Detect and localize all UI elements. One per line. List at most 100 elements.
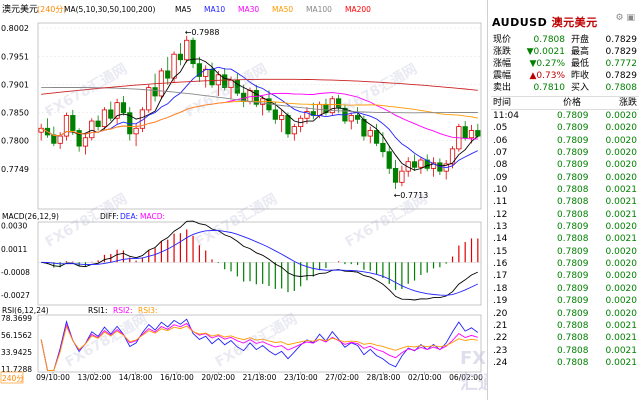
- candle: [386, 151, 392, 169]
- tick-price: 0.7809: [557, 135, 589, 146]
- tick-row[interactable]: .14 0.7808 0.0021: [491, 233, 639, 245]
- tick-change: 0.0021: [605, 197, 638, 208]
- tick-row[interactable]: .09 0.7809 0.0020: [491, 172, 639, 184]
- candle: [63, 115, 70, 137]
- tick-row[interactable]: .07 0.7809 0.0020: [491, 147, 639, 159]
- macd-label: MACD(26,12,9): [2, 212, 59, 221]
- tick-change: 0.0021: [605, 234, 638, 245]
- tick-time: .08: [493, 160, 508, 171]
- tick-time: .21: [493, 320, 508, 331]
- tick-list[interactable]: 11:04 0.7809 0.0020 .05 0.7809 0.0020 .06 0.780…: [491, 110, 639, 369]
- tick-time: .20: [493, 308, 508, 319]
- x-tick-label: 09/10:00: [36, 373, 70, 382]
- x-tick-label: 23/10:00: [284, 373, 318, 382]
- tick-price: 0.7809: [557, 259, 589, 270]
- candle: [38, 127, 44, 133]
- tick-row[interactable]: .10 0.7808 0.0021: [491, 184, 639, 196]
- tick-row[interactable]: .05 0.7809 0.0020: [491, 122, 639, 134]
- macd-panel-frame: [37, 221, 482, 306]
- tick-price: 0.7808: [557, 357, 589, 368]
- tick-time: .16: [493, 259, 508, 270]
- quote-value: ▲0.73%: [529, 71, 565, 81]
- tick-row[interactable]: .16 0.7809 0.0020: [491, 258, 639, 270]
- chart-area[interactable]: 0.8002 0.7951 0.7901 0.7850 0.7800 0.7749 澳元美元…: [0, 0, 524, 400]
- symbol-title: AUDUSD 澳元美元: [492, 14, 598, 30]
- rsi-line-24: [40, 325, 478, 371]
- rsi-y-tick: 78.3699: [1, 314, 32, 323]
- candle: [392, 167, 399, 183]
- macd-hist-label: MACD:: [140, 212, 165, 221]
- candle: [335, 98, 342, 109]
- tick-change: 0.0020: [605, 123, 638, 134]
- tick-time: .23: [493, 345, 508, 356]
- tick-row[interactable]: .23 0.7808 0.0021: [491, 345, 639, 357]
- ma-legend-ma200: MA200: [345, 5, 371, 14]
- quote-label: 最高: [571, 47, 590, 57]
- tick-row[interactable]: .20 0.7809 0.0020: [491, 308, 639, 320]
- tick-row[interactable]: .15 0.7809 0.0020: [491, 246, 639, 258]
- tick-price: 0.7809: [557, 246, 589, 257]
- tick-row[interactable]: .19 0.7809 0.0020: [491, 295, 639, 307]
- tick-change: 0.0020: [605, 111, 638, 121]
- tick-time: .15: [493, 246, 508, 257]
- ma-legend-ma10: MA10: [204, 5, 225, 14]
- tick-time: .19: [493, 296, 508, 307]
- ma-legend-ma5: MA5: [175, 5, 192, 14]
- quote-label: 卖出: [493, 83, 512, 93]
- tick-row[interactable]: 11:04 0.7809 0.0020: [491, 110, 639, 122]
- ma-legend-ma50: MA50: [272, 5, 293, 14]
- candle: [190, 39, 196, 65]
- tick-change: 0.0020: [605, 283, 638, 294]
- candle: [430, 162, 437, 169]
- tick-time: .12: [493, 209, 508, 220]
- tick-time: .18: [493, 283, 508, 294]
- tick-row[interactable]: .12 0.7808 0.0021: [491, 209, 639, 221]
- tick-row[interactable]: .11 0.7808 0.0021: [491, 196, 639, 208]
- settings-icon[interactable]: ⚙: [615, 13, 624, 23]
- toggle-sidebar-icon[interactable]: ▣: [626, 13, 635, 23]
- tick-header-change: 涨跌: [618, 98, 637, 108]
- symbol-name: 澳元美元: [551, 16, 598, 29]
- tick-change: 0.0020: [605, 172, 638, 183]
- tick-change: 0.0020: [605, 222, 638, 233]
- y-tick-label: 0.7951: [1, 52, 29, 61]
- tick-time: .22: [493, 333, 508, 344]
- tick-row[interactable]: .22 0.7808 0.0021: [491, 332, 639, 344]
- tick-time: .10: [493, 185, 508, 196]
- quote-row: 现价 0.7808 开盘 0.7829: [491, 34, 639, 46]
- candle: [95, 120, 101, 128]
- quote-value: 0.7829: [605, 35, 638, 45]
- x-tick-label: 28/18:00: [367, 373, 401, 382]
- quote-value: 0.7810: [533, 83, 566, 93]
- macd-diff-label: DIFF:: [100, 212, 119, 221]
- quote-value: 0.7772: [605, 59, 638, 69]
- rsi-line-12: [40, 322, 478, 371]
- high-annotation: ←0.7988: [185, 28, 220, 37]
- chart-title: 澳元美元: [2, 3, 38, 15]
- x-tick-label: 14/18:00: [119, 373, 153, 382]
- tick-row[interactable]: .24 0.7808 0.0021: [491, 357, 639, 369]
- quote-row: 卖出 0.7810 买入 0.7808: [491, 82, 639, 94]
- tick-row[interactable]: .18 0.7809 0.0020: [491, 283, 639, 295]
- tick-change: 0.0020: [605, 148, 638, 159]
- y-tick-label: 0.7901: [1, 80, 29, 89]
- tick-price: 0.7809: [557, 296, 589, 307]
- candle: [165, 70, 171, 79]
- candle: [51, 134, 57, 144]
- tick-change: 0.0021: [605, 185, 638, 196]
- tick-row[interactable]: .13 0.7809 0.0020: [491, 221, 639, 233]
- y-tick-label: 0.7850: [1, 109, 29, 118]
- tick-row[interactable]: .17 0.7809 0.0020: [491, 270, 639, 282]
- tick-time: .07: [493, 148, 508, 159]
- period-box-label: 240分: [2, 374, 24, 383]
- candle: [184, 39, 190, 61]
- chart-canvas[interactable]: 0.8002 0.7951 0.7901 0.7850 0.7800 0.7749 澳元美元…: [0, 0, 486, 400]
- tick-header-time: 时间: [493, 98, 512, 108]
- tick-price: 0.7809: [557, 172, 589, 183]
- macd-y-tick: -0.0008: [1, 268, 30, 277]
- tick-row[interactable]: .08 0.7809 0.0020: [491, 159, 639, 171]
- tick-row[interactable]: .21 0.7808 0.0021: [491, 320, 639, 332]
- candle: [234, 79, 240, 94]
- tick-row[interactable]: .06 0.7809 0.0020: [491, 135, 639, 147]
